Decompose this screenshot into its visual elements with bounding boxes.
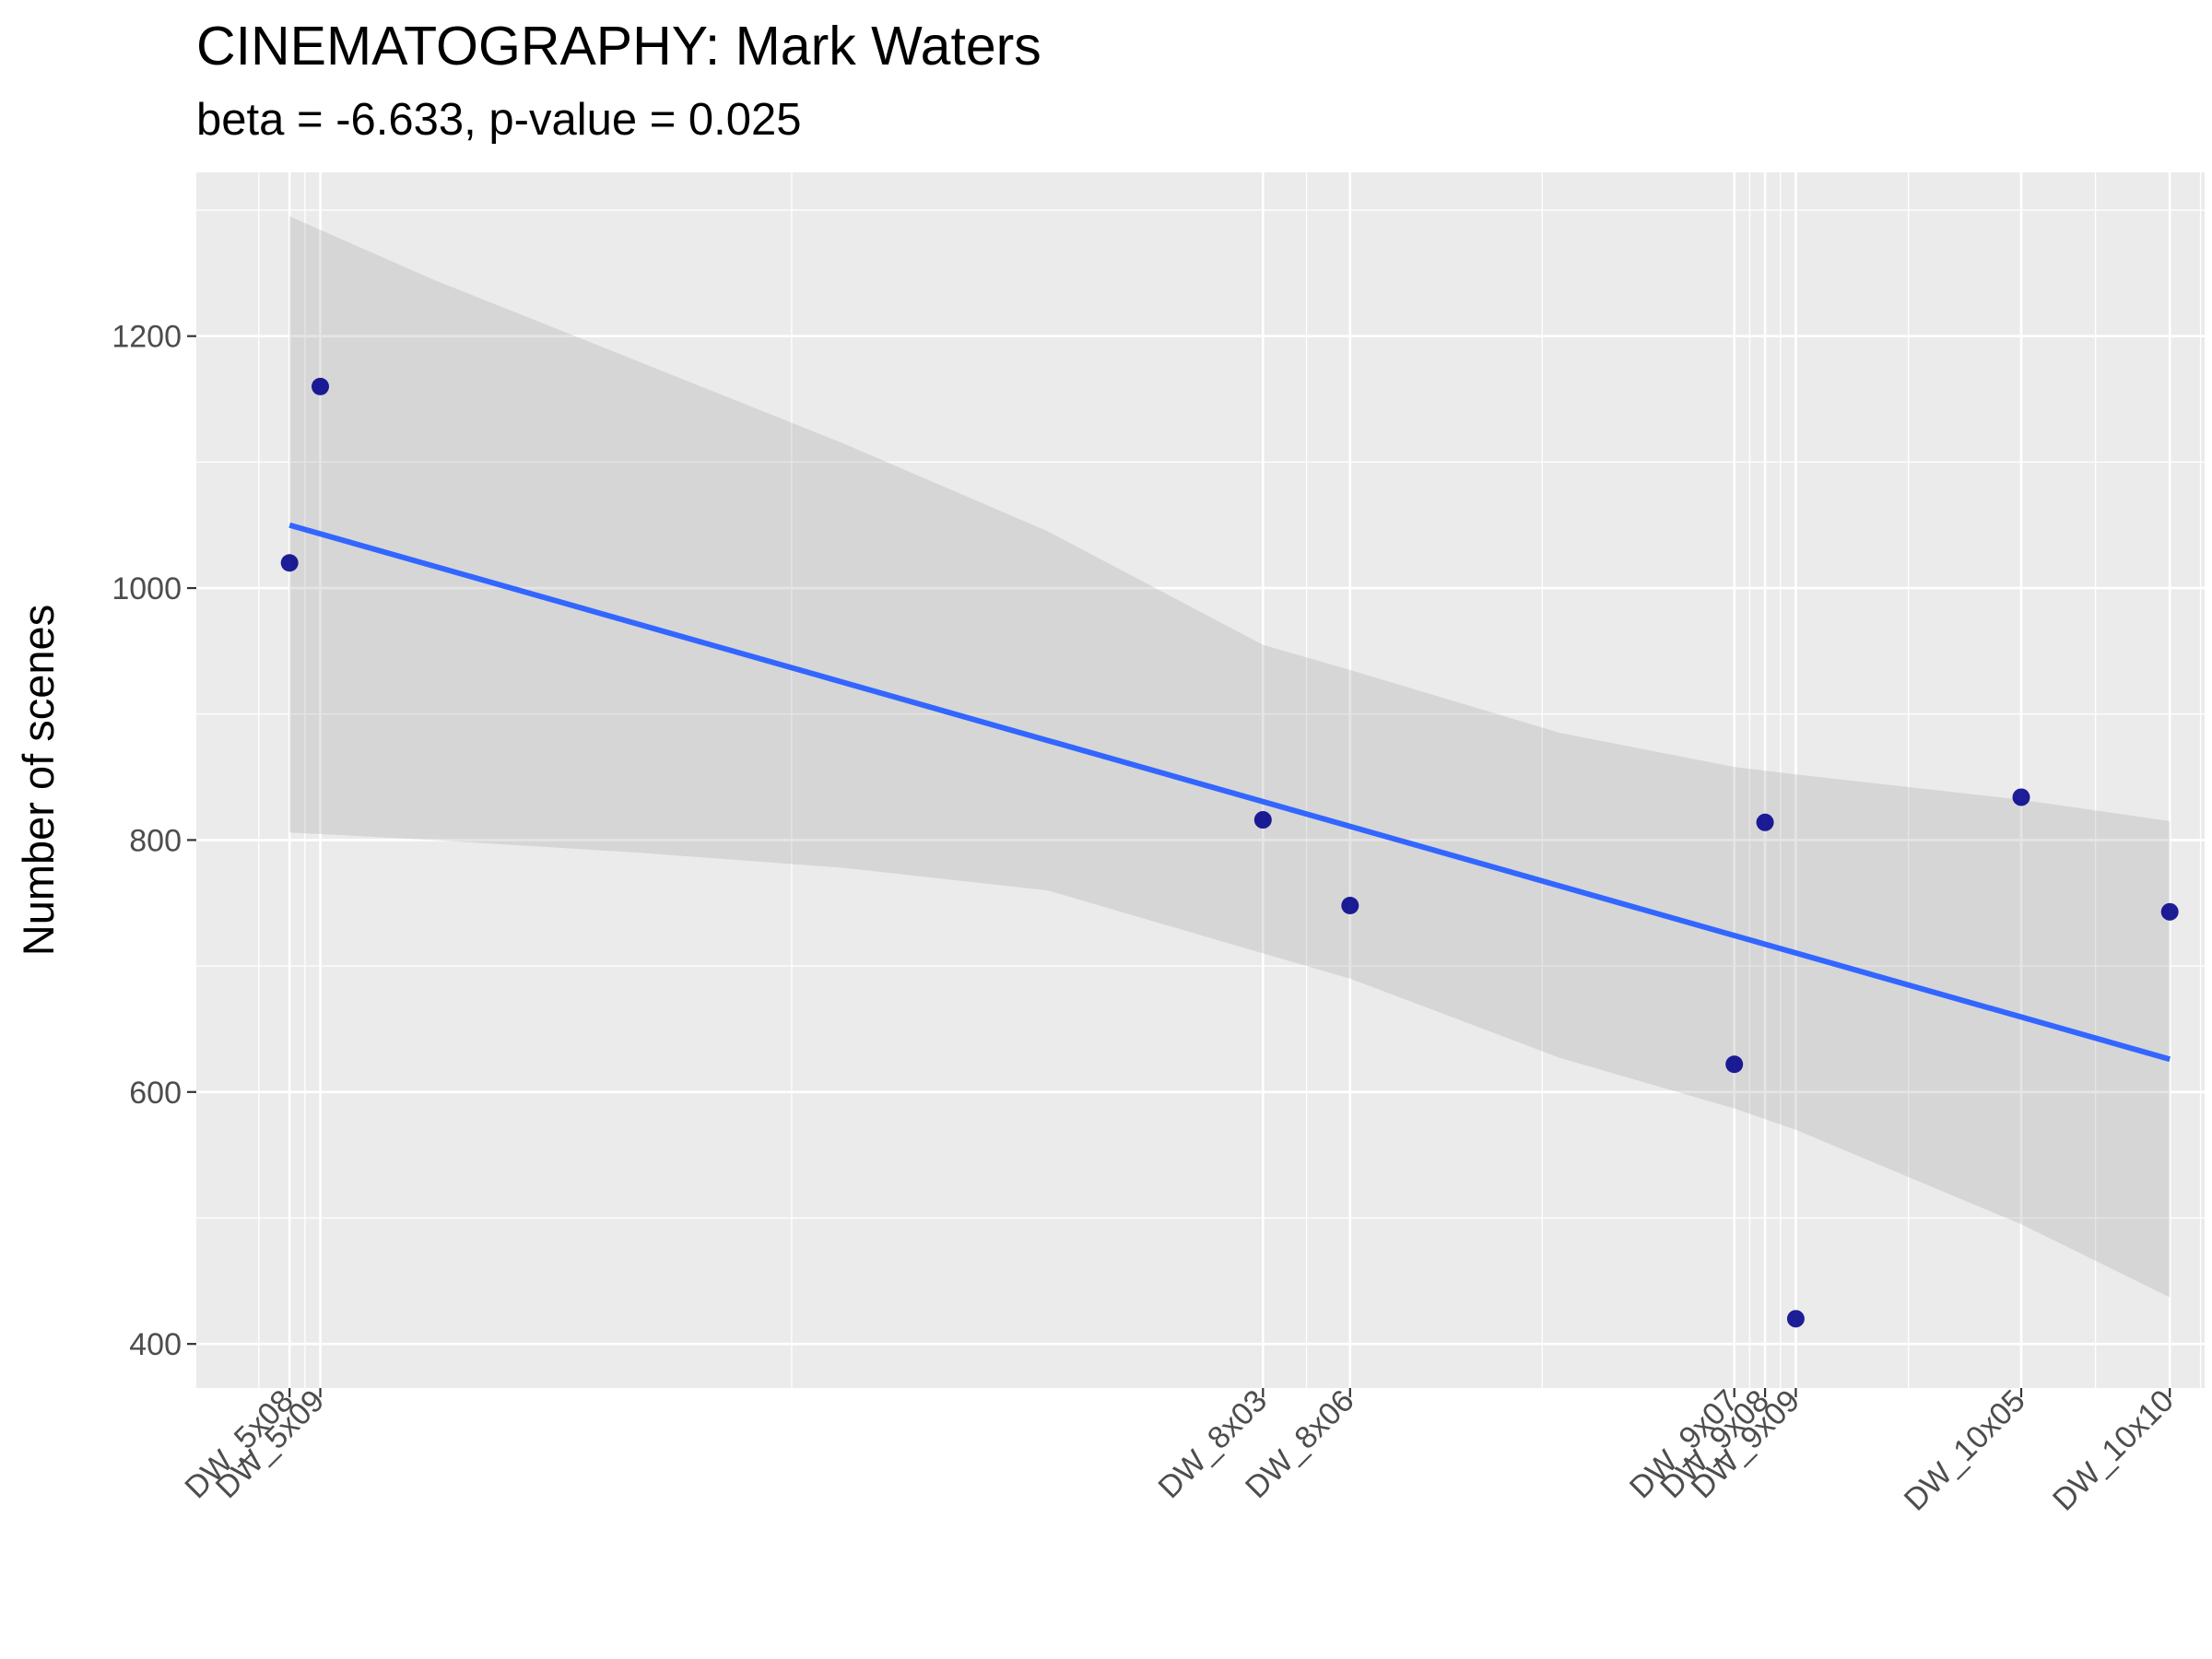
data-point: [1253, 811, 1272, 830]
chart-title: CINEMATOGRAPHY: Mark Waters: [196, 16, 1041, 76]
data-point: [2160, 902, 2179, 921]
y-tick-label: 800: [129, 823, 182, 858]
trend-line: [288, 522, 2171, 1063]
data-point: [312, 377, 330, 395]
data-point: [1725, 1055, 1744, 1074]
confidence-band: [289, 216, 2171, 1298]
y-tick-label: 1000: [112, 571, 182, 606]
y-tick-label: 400: [129, 1327, 182, 1362]
x-tick-label: DW_10x05: [1898, 1383, 2032, 1518]
y-axis-title: Number of scenes: [14, 605, 63, 956]
data-point: [1341, 897, 1359, 915]
plot-panel: [196, 172, 2205, 1388]
chart-subtitle: beta = -6.633, p-value = 0.025: [196, 95, 802, 145]
data-point: [1786, 1310, 1805, 1328]
y-tick-label: 600: [129, 1076, 182, 1111]
y-tick-label: 1200: [112, 320, 182, 355]
data-point: [2012, 788, 2030, 806]
data-point: [1756, 813, 1774, 831]
data-point: [280, 554, 299, 572]
x-tick-label: DW_10x10: [2046, 1383, 2181, 1518]
